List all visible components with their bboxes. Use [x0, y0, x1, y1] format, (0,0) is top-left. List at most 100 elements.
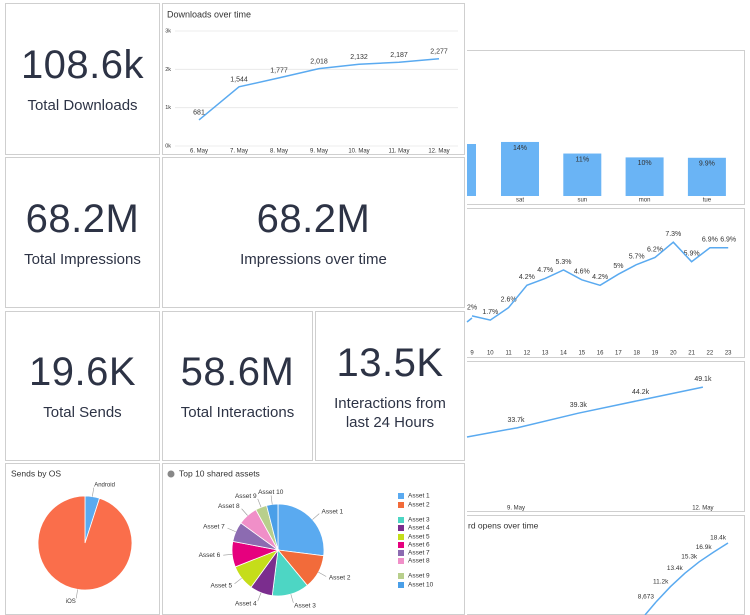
data-label: 2,277: [430, 49, 448, 56]
x-tick-label: 7. May: [230, 149, 248, 155]
line-stub: [466, 317, 473, 323]
data-label: 681: [193, 110, 205, 117]
line-stub: [466, 427, 517, 438]
leader-line: [241, 508, 248, 516]
y-tick-label: 2k: [165, 67, 171, 73]
pie-slice: [37, 495, 133, 591]
legend-swatch: [398, 582, 404, 588]
x-tick-label: 20: [670, 351, 677, 357]
x-tick-label: 19: [652, 351, 659, 357]
data-label: 39.3k: [570, 402, 588, 409]
data-label: 2,132: [350, 54, 368, 61]
slice-label: Asset 1: [322, 508, 344, 515]
kpi-label: Total Interactions: [180, 404, 295, 421]
kpi-value: 13.5K: [336, 340, 444, 385]
chart-title: Top 10 shared assets: [179, 468, 260, 478]
legend-swatch: [398, 558, 404, 564]
kpi-tile: 58.6M Total Interactions: [162, 311, 313, 461]
data-label: 4.2%: [519, 274, 535, 281]
line: [515, 386, 704, 429]
line: [655, 542, 729, 603]
leader-line: [234, 577, 242, 584]
chart-panel: [467, 361, 745, 512]
slice-label: Asset 4: [235, 601, 257, 608]
legend-label: Asset 4: [408, 525, 430, 532]
legend-label: Asset 1: [408, 493, 430, 500]
leader-line: [92, 487, 95, 497]
slice-label: Asset 6: [199, 552, 221, 559]
slice-label: Asset 8: [218, 503, 240, 510]
legend-swatch: [398, 502, 404, 508]
bar: [563, 153, 602, 196]
kpi-value: 68.2M: [25, 196, 140, 241]
data-label: 2.6%: [501, 296, 517, 303]
legend-swatch: [398, 542, 404, 548]
data-label: 18.4k: [710, 535, 727, 542]
legend-swatch: [398, 550, 404, 556]
legend-swatch: [398, 517, 404, 523]
kpi-value: 108.6k: [20, 43, 145, 87]
leader-line: [270, 495, 273, 505]
x-tick-label: 16: [597, 351, 604, 357]
slice-label: Asset 9: [235, 493, 257, 500]
legend-swatch: [398, 493, 404, 499]
x-tick-label: 8. May: [270, 149, 288, 155]
x-tick-label: 9: [470, 351, 474, 357]
pie-slice: [277, 503, 325, 557]
data-label: 9.9%: [699, 161, 715, 168]
y-tick-label: 0k: [165, 143, 171, 149]
bar: [625, 157, 664, 196]
chart-panel: [162, 3, 465, 155]
slice-label: Asset 3: [294, 602, 316, 609]
data-label: 5.3%: [556, 259, 572, 266]
data-label: 6.2%: [647, 246, 663, 253]
x-tick-label: sun: [577, 198, 587, 204]
slice-label: Asset 7: [203, 524, 225, 531]
x-tick-label: 22: [707, 351, 714, 357]
kpi-tile: 13.5K Interactions from last 24 Hours: [315, 311, 465, 461]
leader-line: [290, 594, 294, 603]
data-label: 49.1k: [694, 376, 712, 383]
data-label: 10%: [638, 160, 652, 167]
leader-line: [257, 498, 262, 508]
leader-line: [75, 589, 78, 599]
legend-swatch: [398, 573, 404, 579]
data-label: 2,187: [390, 52, 408, 59]
data-label: 1,777: [270, 68, 288, 75]
x-tick-label: 9. May: [507, 506, 525, 512]
bar: [687, 157, 726, 196]
leader-line: [318, 571, 327, 577]
x-tick-label: 15: [578, 351, 585, 357]
data-label: 4.2%: [592, 274, 608, 281]
data-label: 5.9%: [684, 251, 700, 258]
x-tick-label: 6. May: [190, 149, 208, 155]
x-tick-label: 11. May: [389, 149, 410, 155]
data-label: 4.7%: [537, 267, 553, 274]
legend-label: Asset 8: [408, 558, 430, 565]
x-tick-label: 10: [487, 351, 494, 357]
leader-line: [227, 527, 236, 533]
data-label: 4.6%: [574, 269, 590, 276]
kpi-label: Total Downloads: [27, 97, 138, 114]
data-label: 6.9%: [702, 237, 718, 244]
data-label: 5.7%: [629, 253, 645, 260]
slice-label: Asset 2: [329, 575, 351, 582]
line: [471, 241, 729, 321]
kpi-value: 58.6M: [180, 350, 295, 394]
x-tick-label: 11: [505, 351, 512, 357]
x-tick-label: mon: [639, 198, 651, 204]
y-tick-label: 3k: [165, 28, 171, 34]
info-icon: [167, 470, 175, 478]
kpi-label: Total Impressions: [24, 250, 141, 268]
leader-line: [257, 592, 262, 602]
data-label: 16.9k: [696, 544, 713, 551]
legend-label: Asset 7: [408, 550, 430, 557]
data-label: 5%: [613, 263, 623, 270]
slice-label: Asset 5: [210, 582, 232, 589]
data-label: 13.4k: [667, 565, 684, 572]
data-label: 8,673: [638, 594, 655, 601]
kpi-label: Impressions over time: [240, 250, 387, 268]
line: [198, 57, 440, 121]
